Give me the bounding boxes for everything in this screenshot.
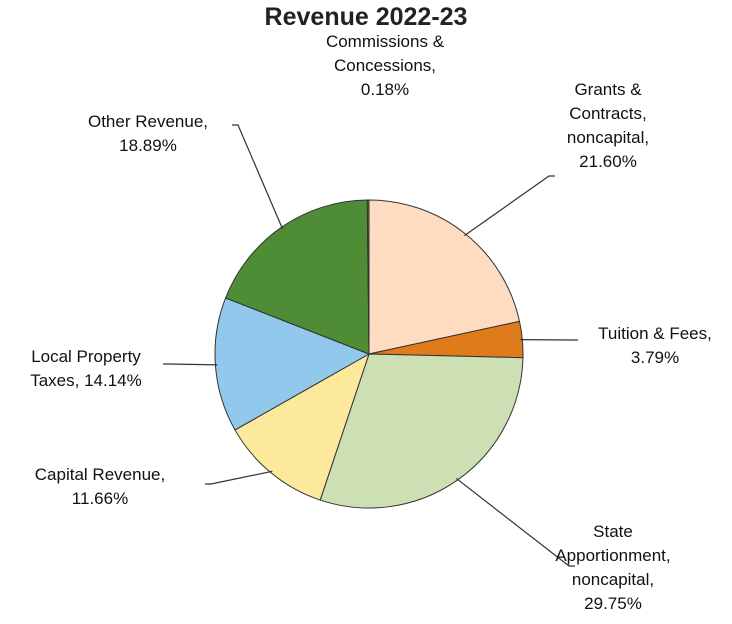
pie-slice xyxy=(366,199,370,355)
slice-label: Tuition & Fees, 3.79% xyxy=(570,322,732,370)
value-label: 29.75% xyxy=(584,594,642,613)
leader-line xyxy=(455,477,575,567)
value-label: 0.18% xyxy=(360,80,410,99)
pie-slice xyxy=(234,352,370,501)
category-label: Tuition & Fees, xyxy=(598,324,712,343)
category-label: Capital Revenue, xyxy=(34,465,166,484)
chart-title: Revenue 2022-23 xyxy=(264,3,468,31)
leader-line xyxy=(205,470,273,485)
slice-label: Grants & Contracts, noncapital, 21.60% xyxy=(552,78,664,174)
category-label: State Apportionment, noncapital, xyxy=(555,522,671,589)
value-label: 21.60% xyxy=(579,152,637,171)
category-label: Commissions & Concessions, xyxy=(325,32,445,75)
category-label: Local Property Taxes, xyxy=(30,347,141,390)
value-label: 14.14% xyxy=(84,371,142,390)
category-label: Other Revenue, xyxy=(87,112,208,131)
category-label: Grants & Contracts, noncapital, xyxy=(566,80,650,147)
value-label: 18.89% xyxy=(119,136,177,155)
value-label: 3.79% xyxy=(630,348,680,367)
value-label: 11.66% xyxy=(71,489,129,508)
slice-label: Local Property Taxes, 14.14% xyxy=(6,345,166,393)
leader-line xyxy=(464,175,555,237)
slice-label: Other Revenue, 18.89% xyxy=(58,110,238,158)
leader-line xyxy=(232,124,284,230)
leader-line xyxy=(163,363,218,366)
slice-label: State Apportionment, noncapital, 29.75% xyxy=(538,520,688,616)
slice-label: Commissions & Concessions, 0.18% xyxy=(315,30,455,102)
slice-label: Capital Revenue, 11.66% xyxy=(0,463,200,511)
